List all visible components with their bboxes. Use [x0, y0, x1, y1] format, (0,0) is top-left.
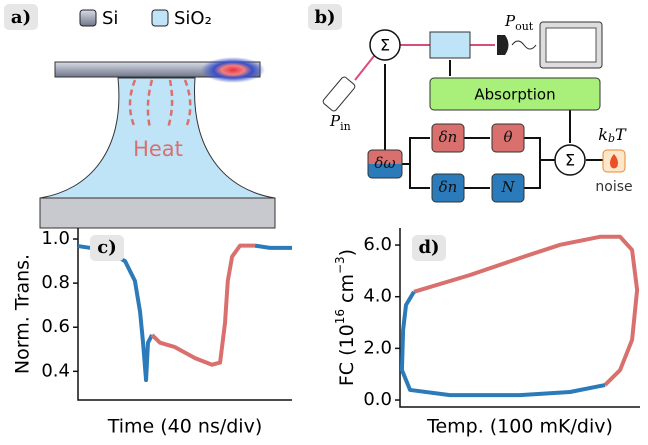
panel-label: c): [97, 237, 116, 258]
laser: [322, 76, 356, 112]
y-axis-label-part: ): [336, 249, 358, 256]
data-line: [150, 243, 255, 367]
y-tick-label: 0.4: [41, 360, 70, 381]
block: [431, 173, 465, 203]
data-line: [254, 243, 292, 250]
block-label: N: [500, 178, 515, 196]
sum-node: [554, 144, 586, 176]
si-swatch: [79, 9, 97, 27]
block: [367, 149, 403, 179]
y-axis-label: FC (1016 cm−3): [333, 249, 358, 386]
label-box: [4, 4, 38, 30]
heat-label: Heat: [133, 137, 183, 161]
kbt-t: T: [615, 125, 627, 144]
scope-screen: [545, 27, 597, 63]
mode: [201, 57, 265, 83]
p-out: Pout: [504, 12, 534, 33]
sum-bottom: Σ: [565, 151, 575, 170]
sum-node: [369, 29, 401, 61]
p-in: Pin: [329, 112, 351, 133]
panel-b: b) Σ Pout Pin Absorption δn θ δω δn N Σ …: [308, 4, 633, 203]
label-box: [412, 235, 446, 261]
axis-spine: [399, 228, 640, 408]
p-in-sub: in: [340, 120, 351, 133]
y-axis-label-part: 16: [333, 309, 347, 324]
y-axis-label: Norm. Trans.: [12, 254, 34, 374]
block-label: δn: [439, 178, 458, 196]
charts: 0.4 0.6 0.8 1.0 c) Time (40 ns/div) Norm. Tran…: [12, 228, 640, 438]
data-line: [399, 290, 606, 398]
resonator: [429, 31, 471, 59]
kbt-b: b: [608, 132, 615, 145]
absorption: Absorption: [474, 86, 555, 104]
y-tick-label: 0.0: [363, 389, 392, 410]
y-tick-label: 4.0: [363, 286, 392, 307]
arrows: [384, 60, 604, 189]
legend-si: Si: [102, 8, 118, 29]
noise: noise: [595, 179, 632, 195]
y-tick-label: 0.6: [41, 316, 70, 337]
sum-top: Σ: [380, 36, 390, 55]
substrate: [39, 197, 276, 229]
p-out-symbol: P: [504, 12, 516, 30]
y-tick-label: 2.0: [363, 337, 392, 358]
y-axis-label-part: FC (10: [336, 324, 358, 386]
kbt-k: k: [598, 125, 608, 144]
kbt: kbT: [598, 125, 627, 146]
cable: [511, 40, 537, 50]
legend-sio2: SiO₂: [174, 8, 212, 29]
block: [491, 173, 525, 203]
x-axis-label: Temp. (100 mK/div): [426, 416, 613, 438]
panel-label: a): [11, 7, 31, 28]
y-tick-label: 0.8: [41, 272, 70, 293]
y-axis-label-part: −3: [333, 256, 347, 274]
data-line: [77, 244, 154, 383]
p-in-symbol: P: [329, 112, 341, 130]
label-box: [308, 4, 342, 30]
data-line: [413, 234, 640, 387]
axis-spine: [77, 228, 292, 401]
connections: [354, 44, 495, 81]
y-tick-label: 6.0: [363, 234, 392, 255]
y-axis-label-part: cm: [336, 274, 358, 309]
block: [491, 123, 525, 153]
heat-arrows: [128, 79, 192, 129]
panel-label: d): [418, 237, 439, 258]
y-tick-label: 1.0: [41, 228, 70, 249]
label-box: [90, 235, 124, 261]
detector: [497, 35, 509, 55]
block-label: δn: [439, 128, 458, 146]
p-out-sub: out: [515, 20, 534, 33]
absorption-box: [429, 77, 601, 111]
panel-a: a) Si SiO₂ Heat: [4, 4, 276, 229]
panel-label: b): [314, 7, 335, 28]
block-label: δω: [374, 154, 395, 172]
block: [431, 123, 465, 153]
sio2-swatch: [151, 9, 169, 27]
flame: [610, 154, 618, 169]
x-axis-label: Time (40 ns/div): [107, 416, 263, 438]
block-label: θ: [503, 128, 512, 146]
